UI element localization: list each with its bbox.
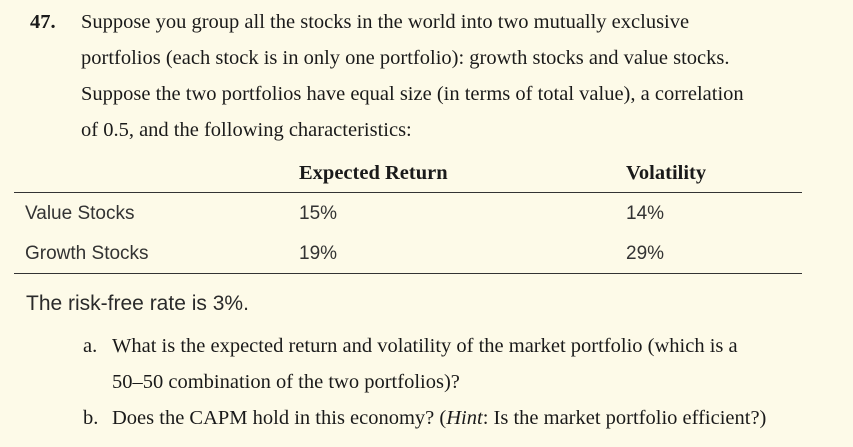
part-a-letter: a. [83, 335, 98, 357]
characteristics-table: Expected Return Volatility Value Stocks … [14, 156, 802, 274]
problem-stem: Suppose you group all the stocks in the … [81, 4, 831, 148]
volatility-cell: 29% [626, 243, 665, 264]
header-expected-return: Expected Return [299, 162, 448, 184]
table-header-row: Expected Return Volatility [14, 156, 802, 193]
expected-return-cell: 19% [299, 243, 338, 264]
part-b-text-after: : Is the market portfolio efficient?) [482, 407, 767, 429]
stem-line: portfolios (each stock is in only one po… [81, 47, 730, 69]
problem-number: 47. [30, 11, 56, 33]
header-volatility: Volatility [626, 162, 707, 184]
expected-return-cell: 15% [299, 203, 338, 224]
part-b-letter: b. [83, 407, 99, 429]
hint-label: Hint [446, 407, 483, 429]
row-label: Growth Stocks [25, 243, 149, 264]
risk-free-rate-text: The risk-free rate is 3%. [26, 292, 249, 315]
stem-line: of 0.5, and the following characteristic… [81, 119, 412, 141]
volatility-cell: 14% [626, 203, 665, 224]
table-row: Growth Stocks 19% 29% [14, 233, 802, 274]
part-b: b. Does the CAPM hold in this economy? (H… [83, 400, 766, 436]
part-a-line1: What is the expected return and volatili… [112, 335, 738, 357]
part-b-text-before: Does the CAPM hold in this economy? ( [112, 407, 447, 429]
part-a-line2: 50–50 combination of the two portfolios)… [112, 371, 460, 393]
part-a: a. What is the expected return and volati… [83, 328, 738, 364]
row-label: Value Stocks [25, 203, 135, 224]
table-row: Value Stocks 15% 14% [14, 193, 802, 233]
stem-line: Suppose the two portfolios have equal si… [81, 83, 744, 105]
stem-line: Suppose you group all the stocks in the … [81, 11, 690, 33]
